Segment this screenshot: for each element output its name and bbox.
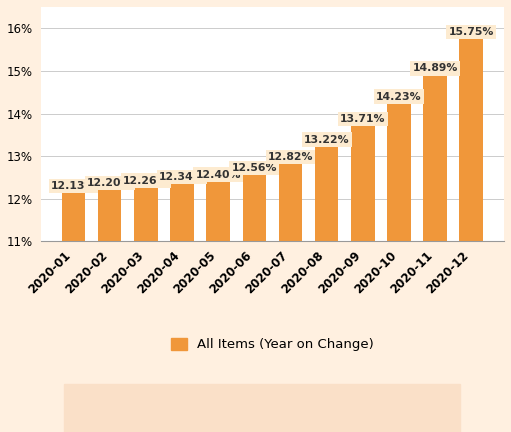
Bar (134, 187, 157, 241)
Bar (278, 164, 302, 241)
Text: 14.23%: 14.23% (376, 92, 422, 102)
Text: 12.20%: 12.20% (87, 178, 132, 188)
Text: 13.22%: 13.22% (304, 135, 350, 145)
Legend: All Items (Year on Change): All Items (Year on Change) (166, 333, 379, 357)
Bar (315, 147, 338, 241)
Text: 13.71%: 13.71% (340, 114, 385, 124)
Bar (98, 190, 122, 241)
Text: 15.75%: 15.75% (449, 27, 494, 37)
Text: 12.82%: 12.82% (268, 152, 313, 162)
Bar (206, 182, 230, 241)
Text: 12.56%: 12.56% (231, 163, 277, 173)
Bar (170, 184, 194, 241)
Bar (423, 76, 447, 241)
Text: 12.13%: 12.13% (51, 181, 96, 191)
Text: 14.89%: 14.89% (412, 64, 458, 73)
Bar (243, 175, 266, 241)
Text: 12.40%: 12.40% (195, 170, 241, 180)
Bar (351, 126, 375, 241)
Text: 12.34%: 12.34% (159, 172, 205, 182)
Text: 12.26%: 12.26% (123, 175, 169, 186)
Bar (459, 39, 483, 241)
Bar (62, 193, 85, 241)
Bar (387, 104, 411, 241)
